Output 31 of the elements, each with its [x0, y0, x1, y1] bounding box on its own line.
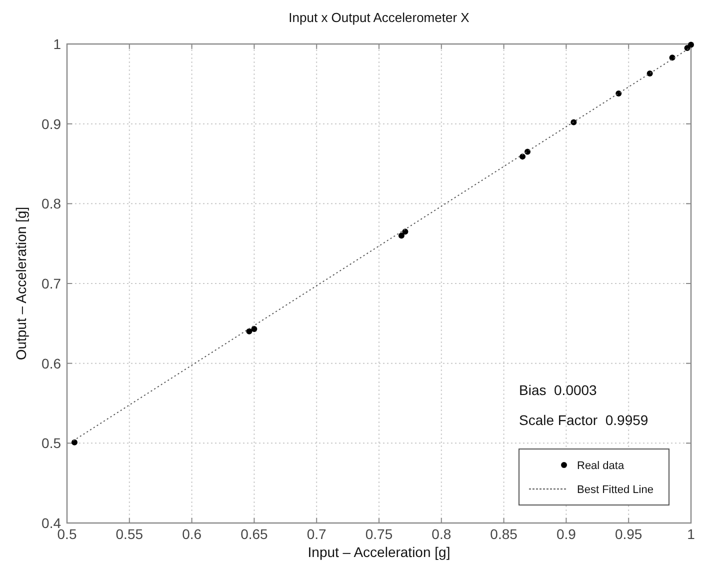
legend-label: Real data: [577, 460, 625, 472]
y-axis-title: Output – Acceleration [g]: [13, 206, 29, 360]
annotation: Scale Factor 0.9959: [519, 412, 648, 428]
x-tick-label: 0.85: [490, 526, 518, 542]
x-axis-title: Input – Acceleration [g]: [308, 544, 450, 560]
x-tick-label: 0.6: [182, 526, 202, 542]
y-tick-label: 0.8: [42, 196, 62, 212]
y-tick-label: 0.6: [42, 355, 62, 372]
x-tick-label: 0.75: [365, 526, 393, 542]
y-tick-label: 0.7: [42, 276, 62, 292]
x-tick-label: 0.65: [240, 526, 268, 542]
point: [402, 228, 408, 235]
x-tick-label: 1: [687, 526, 696, 542]
point: [251, 326, 258, 332]
point: [520, 154, 526, 160]
x-tick-label: 0.55: [116, 526, 144, 542]
point: [246, 328, 252, 334]
annotation: Bias 0.0003: [519, 382, 598, 398]
point: [398, 232, 404, 239]
x-tick-label: 0.95: [614, 526, 642, 542]
point: [688, 42, 694, 48]
legend-label: Best Fitted Line: [577, 484, 654, 496]
y-tick-label: 0.9: [42, 116, 62, 132]
x-tick-label: 0.7: [306, 526, 327, 542]
x-tick-label: 0.5: [57, 526, 77, 542]
chart-title: Input x Output Accelerometer X: [288, 10, 470, 25]
point: [71, 439, 78, 446]
y-tick-label: 1: [53, 36, 62, 52]
y-tick-label: 0.5: [42, 435, 62, 452]
x-tick-label: 0.8: [432, 526, 452, 542]
x-tick-label: 0.9: [556, 526, 576, 542]
